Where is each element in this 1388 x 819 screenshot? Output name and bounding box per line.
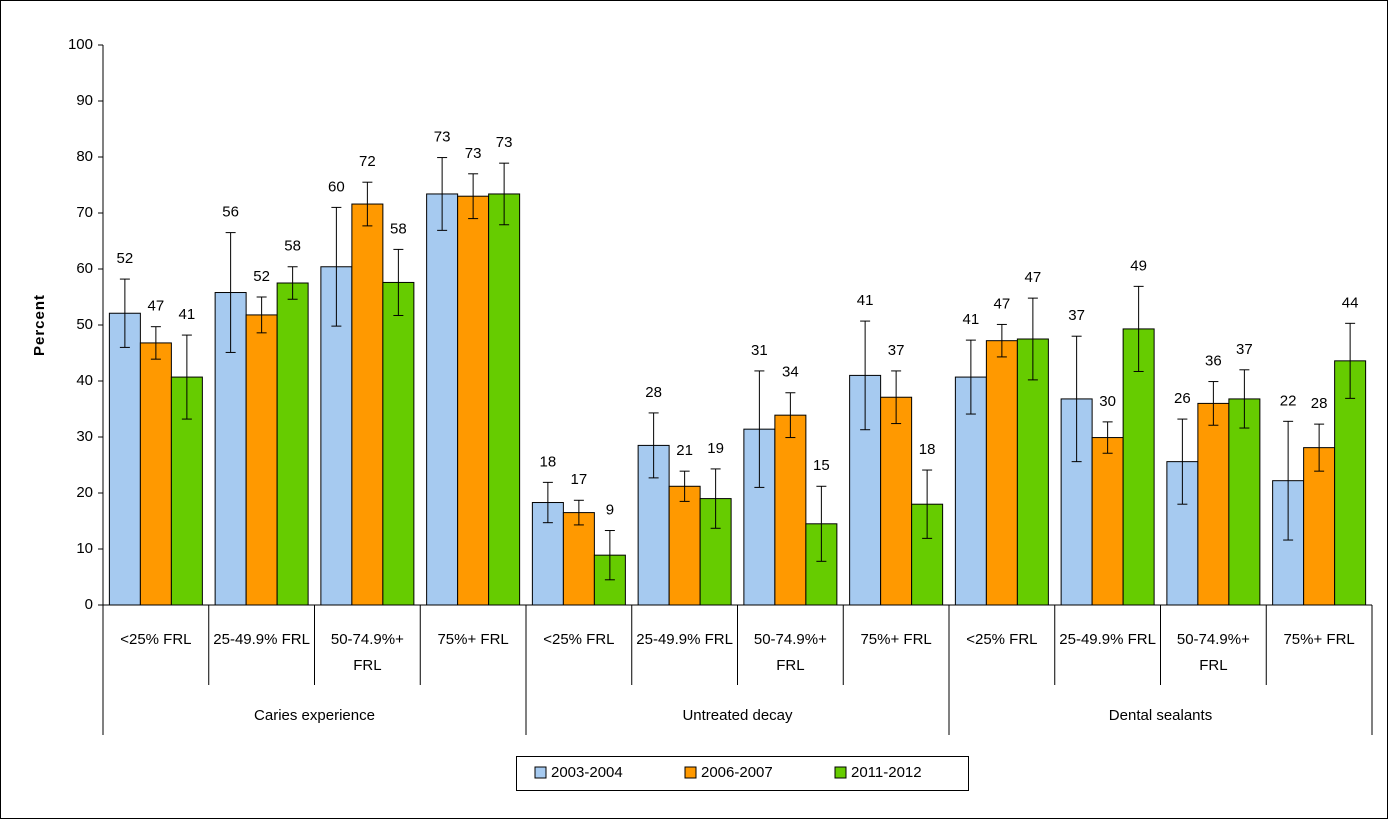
- legend: [516, 756, 969, 791]
- bar: [1016, 338, 1049, 606]
- bar: [170, 376, 203, 606]
- value-label: 41: [857, 292, 874, 309]
- x-tick-label: 25-49.9% FRL: [1059, 631, 1156, 648]
- legend-label: 2006-2007: [701, 764, 773, 781]
- value-label: 34: [782, 364, 799, 381]
- value-label: 56: [222, 204, 239, 221]
- y-tick-label: 10: [76, 540, 93, 557]
- value-label: 18: [919, 441, 936, 458]
- x-tick-label: 50-74.9%+ FRL: [1177, 631, 1250, 674]
- legend-label: 2011-2012: [851, 764, 922, 781]
- value-label: 36: [1205, 353, 1222, 370]
- value-label: 47: [994, 295, 1011, 312]
- value-label: 41: [179, 306, 196, 323]
- value-label: 73: [496, 134, 513, 151]
- value-label: 19: [707, 440, 724, 457]
- value-label: 52: [117, 250, 134, 267]
- bar: [426, 193, 459, 606]
- legend-swatch: [834, 766, 847, 779]
- y-tick-label: 80: [76, 148, 93, 165]
- y-tick-label: 30: [76, 428, 93, 445]
- y-axis-label: Percent: [31, 294, 48, 356]
- bar: [954, 376, 987, 606]
- bar: [985, 340, 1018, 606]
- x-tick-label: 75%+ FRL: [1283, 631, 1354, 648]
- bar: [351, 203, 384, 606]
- x-tick-label: 75%+ FRL: [437, 631, 508, 648]
- y-tick-label: 40: [76, 372, 93, 389]
- y-tick-label: 90: [76, 92, 93, 109]
- bar: [276, 282, 309, 606]
- y-tick-label: 20: [76, 484, 93, 501]
- x-tick-label: 25-49.9% FRL: [213, 631, 310, 648]
- bar: [457, 195, 490, 606]
- x-tick-label: 25-49.9% FRL: [636, 631, 733, 648]
- bar: [382, 281, 415, 606]
- y-tick-label: 60: [76, 260, 93, 277]
- bar: [1197, 402, 1230, 606]
- value-label: 37: [1068, 307, 1085, 324]
- x-tick-label: <25% FRL: [120, 631, 191, 648]
- x-tick-label: <25% FRL: [543, 631, 614, 648]
- x-tick-label: 50-74.9%+ FRL: [331, 631, 404, 674]
- bar: [488, 193, 521, 606]
- bar: [668, 485, 701, 606]
- value-label: 17: [571, 471, 588, 488]
- y-tick-label: 50: [76, 316, 93, 333]
- value-label: 9: [606, 501, 614, 518]
- value-label: 41: [963, 311, 980, 328]
- value-label: 28: [645, 384, 662, 401]
- value-label: 21: [676, 442, 693, 459]
- bar: [880, 396, 913, 606]
- bar: [562, 512, 595, 606]
- y-tick-label: 0: [85, 596, 93, 613]
- value-label: 44: [1342, 294, 1359, 311]
- value-label: 47: [1025, 269, 1042, 286]
- legend-label: 2003-2004: [551, 764, 623, 781]
- value-label: 31: [751, 342, 768, 359]
- bar: [139, 342, 172, 606]
- group-label: Untreated decay: [682, 707, 793, 724]
- value-label: 47: [148, 298, 165, 315]
- y-tick-label: 70: [76, 204, 93, 221]
- value-label: 37: [888, 342, 905, 359]
- x-tick-label: 75%+ FRL: [860, 631, 931, 648]
- value-label: 15: [813, 457, 830, 474]
- group-label: Dental sealants: [1109, 707, 1212, 724]
- value-label: 58: [284, 238, 301, 255]
- value-label: 60: [328, 178, 345, 195]
- bar: [1091, 437, 1124, 606]
- legend-swatch: [684, 766, 697, 779]
- value-label: 30: [1099, 393, 1116, 410]
- value-label: 28: [1311, 395, 1328, 412]
- bar: [245, 314, 278, 606]
- value-label: 22: [1280, 392, 1297, 409]
- value-label: 49: [1130, 257, 1147, 274]
- x-tick-label: <25% FRL: [966, 631, 1037, 648]
- legend-swatch: [534, 766, 547, 779]
- y-tick-label: 100: [68, 36, 93, 53]
- value-label: 72: [359, 153, 376, 170]
- bar: [774, 414, 807, 606]
- value-label: 52: [253, 268, 270, 285]
- bar: [1228, 398, 1261, 606]
- group-label: Caries experience: [254, 707, 375, 724]
- value-label: 26: [1174, 390, 1191, 407]
- value-label: 73: [465, 145, 482, 162]
- value-label: 73: [434, 129, 451, 146]
- value-label: 18: [540, 453, 557, 470]
- bar: [108, 312, 141, 606]
- value-label: 58: [390, 220, 407, 237]
- x-tick-label: 50-74.9%+ FRL: [754, 631, 827, 674]
- value-label: 37: [1236, 341, 1253, 358]
